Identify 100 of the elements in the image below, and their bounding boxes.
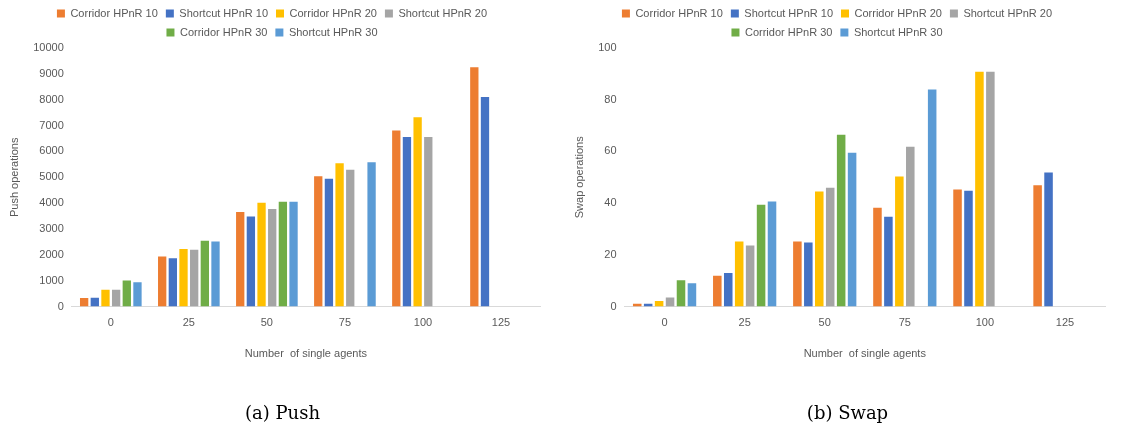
bar: [804, 242, 813, 307]
bar: [158, 256, 167, 307]
bar: [413, 117, 422, 307]
bar: [470, 67, 479, 307]
bar: [190, 249, 199, 307]
legend-label: Corridor HPnR 20: [854, 6, 942, 19]
bar: [101, 289, 110, 307]
x-tick-label: 100: [975, 316, 995, 329]
y-tick-label: 20: [604, 247, 617, 260]
y-tick-label: 3000: [39, 222, 64, 235]
legend-label: Corridor HPnR 10: [635, 6, 723, 19]
y-tick-label: 80: [604, 92, 617, 105]
bar: [884, 216, 893, 307]
bar: [767, 201, 777, 307]
bar: [895, 176, 904, 307]
bar: [1044, 172, 1053, 307]
x-tick-label: 0: [107, 316, 114, 329]
bar: [179, 248, 188, 307]
y-tick-label: 40: [604, 196, 617, 209]
y-tick-label: 9000: [39, 66, 64, 79]
bar: [906, 146, 915, 307]
bar: [346, 169, 355, 307]
bar: [793, 241, 802, 307]
y-tick-label: 1000: [39, 273, 64, 286]
bar: [246, 216, 256, 307]
x-tick-label: 75: [338, 316, 352, 329]
bar: [335, 163, 344, 307]
legend-label: Corridor HPnR 20: [289, 6, 377, 19]
y-tick-label: 5000: [39, 170, 64, 183]
bar: [289, 201, 298, 307]
y-tick-label: 0: [57, 299, 64, 312]
bar: [236, 211, 245, 307]
legend-label: Shortcut HPnR 20: [398, 6, 488, 19]
legend-label: Corridor HPnR 30: [179, 25, 268, 38]
y-tick-label: 2000: [39, 247, 64, 260]
bar: [268, 209, 277, 307]
x-tick-label: 25: [182, 316, 195, 329]
bar: [986, 71, 995, 307]
bar: [825, 187, 835, 307]
legend-label: Corridor HPnR 10: [70, 6, 158, 19]
bar: [278, 201, 288, 307]
bar: [392, 130, 401, 307]
legend-label: Shortcut HPnR 30: [853, 25, 943, 38]
x-tick-label: 125: [1055, 316, 1075, 329]
y-tick-label: 4000: [39, 196, 64, 209]
bar: [211, 241, 220, 307]
bar: [111, 289, 121, 307]
bar: [367, 162, 376, 307]
bar: [200, 240, 209, 307]
y-tick-label: 10000: [33, 41, 64, 54]
bar: [713, 275, 722, 307]
legend-label: Shortcut HPnR 10: [179, 6, 268, 19]
legend-label: Corridor HPnR 30: [744, 25, 833, 38]
y-tick-label: 60: [604, 144, 617, 157]
bar: [964, 190, 973, 307]
bar: [676, 280, 686, 307]
bar: [873, 207, 882, 307]
x-tick-label: 125: [491, 316, 511, 329]
x-tick-label: 100: [413, 316, 433, 329]
bar: [927, 89, 937, 307]
y-tick-label: 8000: [39, 92, 64, 105]
legend-label: Shortcut HPnR 30: [288, 25, 378, 38]
text: (a) Push: [243, 402, 321, 423]
bar: [953, 189, 962, 307]
x-axis-title: Number of single agents: [803, 347, 927, 360]
bar: [424, 136, 433, 307]
bar: [847, 152, 857, 307]
y-tick-label: 7000: [39, 118, 64, 131]
x-tick-label: 0: [661, 316, 668, 329]
bar: [480, 96, 490, 307]
bar: [687, 283, 697, 307]
bar: [745, 245, 755, 307]
y-tick-label: 100: [598, 41, 617, 54]
x-tick-label: 75: [898, 316, 911, 329]
x-tick-label: 25: [738, 316, 751, 329]
y-tick-label: 6000: [39, 144, 64, 157]
y-axis-title: Swap operations: [572, 135, 585, 219]
bar: [79, 298, 89, 307]
bar: [756, 204, 766, 307]
bar: [723, 272, 733, 307]
x-tick-label: 50: [260, 316, 273, 329]
bar: [314, 176, 323, 307]
bar: [122, 280, 131, 307]
bar: [836, 134, 846, 307]
bar: [815, 191, 824, 307]
x-tick-label: 50: [818, 316, 831, 329]
x-axis-title: Number of single agents: [244, 347, 368, 360]
legend-label: Shortcut HPnR 20: [963, 6, 1053, 19]
bar: [257, 202, 266, 307]
bar: [734, 241, 744, 307]
y-axis-title: Push operations: [7, 137, 20, 218]
y-tick-label: 0: [610, 299, 617, 312]
bar: [168, 258, 177, 307]
bar: [324, 178, 334, 307]
bar: [975, 71, 984, 307]
text: (b) Swap: [805, 402, 890, 423]
bar: [133, 282, 142, 307]
bar: [1033, 185, 1042, 307]
legend-label: Shortcut HPnR 10: [744, 6, 833, 19]
bar: [402, 136, 412, 307]
